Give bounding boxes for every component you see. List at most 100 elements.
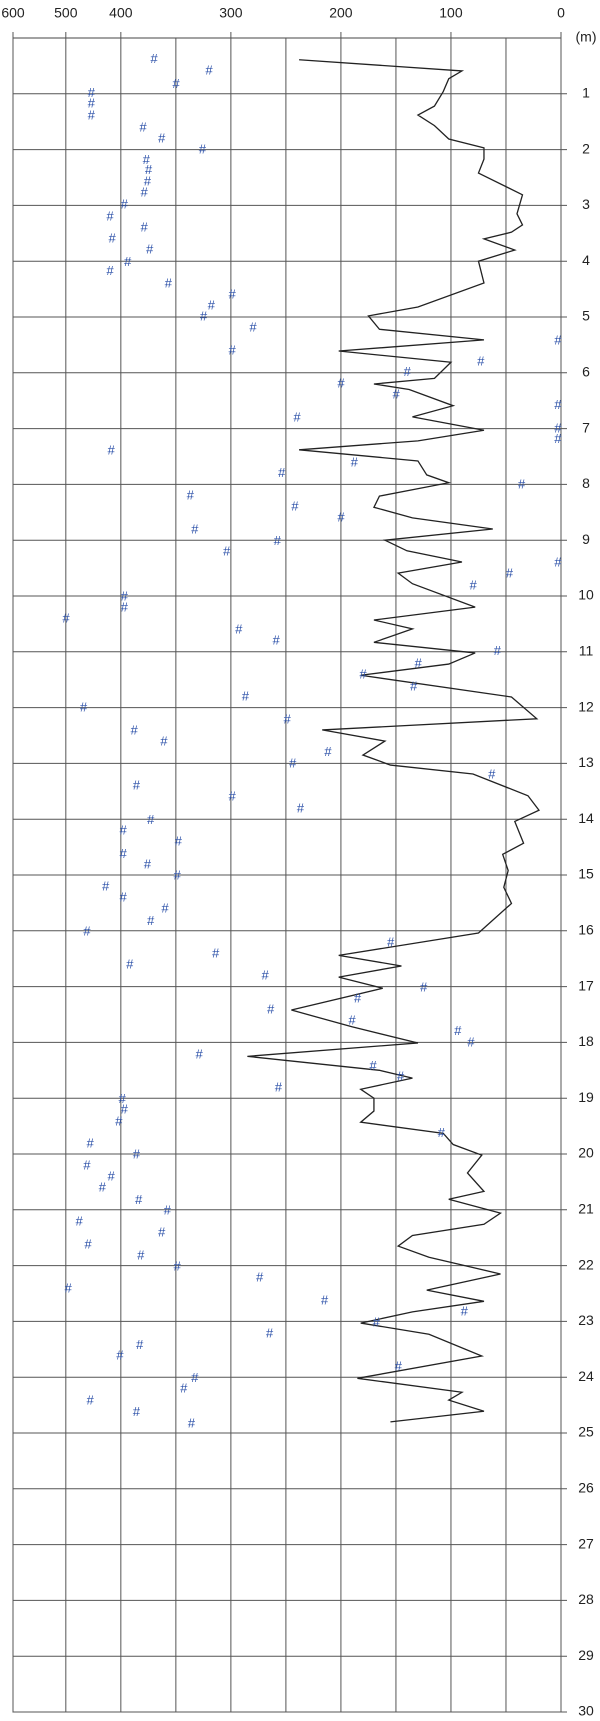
y-tick-label: 9 [582, 531, 590, 547]
y-tick-label: 7 [582, 419, 590, 435]
marker-point: # [126, 956, 134, 971]
marker-point: # [139, 119, 147, 134]
marker-point: # [146, 241, 154, 256]
marker-point: # [351, 455, 359, 470]
marker-point: # [278, 465, 286, 480]
y-tick-label: 20 [578, 1145, 594, 1161]
marker-point: # [256, 1269, 264, 1284]
marker-point: # [321, 1293, 329, 1308]
y-tick-label: 5 [582, 308, 590, 324]
y-tick-label: 22 [578, 1256, 594, 1272]
marker-point: # [84, 1236, 92, 1251]
marker-point: # [387, 935, 395, 950]
marker-point: # [191, 522, 199, 537]
x-tick-label: 100 [439, 5, 463, 21]
marker-point: # [88, 108, 96, 123]
marker-point: # [359, 667, 367, 682]
marker-point: # [124, 254, 132, 269]
marker-point: # [143, 152, 151, 167]
marker-point: # [119, 846, 127, 861]
marker-point: # [454, 1023, 462, 1038]
marker-point: # [191, 1370, 199, 1385]
x-tick-label: 500 [54, 5, 78, 21]
y-tick-label: 28 [578, 1591, 594, 1607]
y-tick-label: 16 [578, 922, 594, 938]
marker-point: # [267, 1001, 275, 1016]
marker-point: # [147, 812, 155, 827]
y-tick-label: 11 [579, 643, 594, 659]
marker-point: # [136, 1337, 144, 1352]
y-tick-label: 21 [578, 1201, 594, 1217]
marker-point: # [173, 868, 181, 883]
marker-point: # [420, 980, 428, 995]
x-tick-label: 600 [1, 5, 25, 21]
y-tick-label: 30 [578, 1703, 594, 1719]
y-tick-label: 4 [582, 252, 590, 268]
marker-point: # [165, 276, 173, 291]
marker-point: # [354, 990, 362, 1005]
marker-point: # [180, 1380, 188, 1395]
marker-point: # [163, 1202, 171, 1217]
marker-point: # [130, 722, 138, 737]
marker-point: # [554, 431, 562, 446]
marker-point: # [133, 1404, 141, 1419]
x-tick-label: 400 [109, 5, 133, 21]
marker-point: # [188, 1416, 196, 1431]
y-tick-label: 17 [578, 977, 594, 993]
marker-point: # [261, 967, 269, 982]
marker-point: # [297, 801, 305, 816]
marker-point: # [158, 130, 166, 145]
marker-point: # [173, 1259, 181, 1274]
marker-point: # [488, 767, 496, 782]
marker-point: # [144, 856, 152, 871]
marker-point: # [348, 1013, 356, 1028]
y-tick-label: 10 [578, 587, 594, 603]
marker-point: # [116, 1347, 124, 1362]
marker-point: # [119, 822, 127, 837]
marker-point: # [200, 308, 208, 323]
marker-point: # [80, 700, 88, 715]
y-tick-label: 1 [582, 85, 590, 101]
y-tick-label: 2 [582, 140, 590, 156]
marker-point: # [107, 442, 115, 457]
marker-point: # [199, 142, 207, 157]
marker-point: # [118, 1091, 126, 1106]
marker-point: # [135, 1192, 143, 1207]
marker-point: # [140, 185, 148, 200]
y-tick-label: 14 [578, 810, 594, 826]
marker-point: # [195, 1047, 203, 1062]
depth-line [247, 59, 540, 1423]
y-tick-label: 25 [578, 1424, 594, 1440]
marker-point: # [273, 533, 281, 548]
y-tick-label: 13 [578, 754, 594, 770]
marker-point: # [437, 1125, 445, 1140]
marker-point: # [395, 1359, 403, 1374]
marker-point: # [289, 755, 297, 770]
marker-point: # [337, 509, 345, 524]
marker-point: # [83, 1158, 91, 1173]
marker-point: # [554, 332, 562, 347]
marker-point: # [235, 621, 243, 636]
marker-point: # [469, 577, 477, 592]
marker-point: # [121, 1101, 129, 1116]
marker-point: # [64, 1280, 72, 1295]
marker-point: # [99, 1179, 107, 1194]
marker-point: # [223, 543, 231, 558]
marker-point: # [205, 62, 213, 77]
marker-point: # [137, 1248, 145, 1263]
y-axis-label: (m) [576, 29, 597, 45]
x-tick-label: 200 [329, 5, 353, 21]
marker-point: # [266, 1326, 274, 1341]
marker-point: # [414, 656, 422, 671]
marker-point: # [108, 230, 116, 245]
y-tick-label: 8 [582, 475, 590, 491]
marker-point: # [174, 834, 182, 849]
x-tick-label: 300 [219, 5, 243, 21]
marker-point: # [145, 162, 153, 177]
marker-point: # [106, 263, 114, 278]
y-tick-label: 24 [578, 1368, 594, 1384]
marker-point: # [212, 946, 220, 961]
marker-point: # [160, 734, 168, 749]
marker-point: # [554, 421, 562, 436]
